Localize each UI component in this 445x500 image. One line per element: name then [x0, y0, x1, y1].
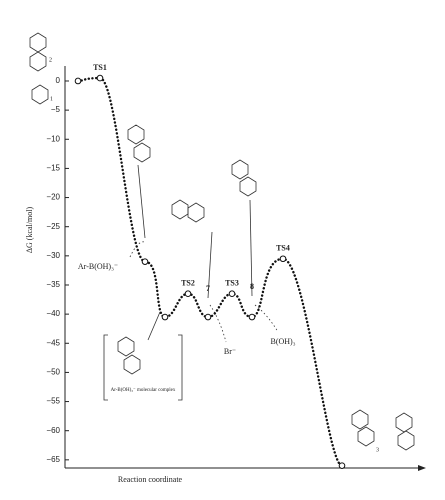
y-tick-label: −10 [46, 134, 60, 143]
annotation: 2 [49, 57, 52, 63]
stationary-point [184, 290, 192, 298]
stationary-point [279, 255, 287, 263]
point-label: 7 [206, 284, 210, 293]
energy-profile [76, 76, 344, 467]
annotation: Ar-B(OH)₃⁻ molecular complex [111, 388, 176, 393]
y-tick-label: −50 [46, 368, 60, 377]
annotation: Ar-B(OH)₃⁻ [78, 262, 118, 271]
y-tick-label: −5 [51, 105, 61, 114]
y-tick-label: −40 [46, 309, 60, 318]
point-label: TS4 [276, 244, 290, 253]
stationary-point [96, 74, 104, 82]
x-axis-arrow [418, 465, 426, 471]
annotation: B(OH)₃ [270, 337, 295, 346]
y-tick-label: −15 [46, 164, 60, 173]
annotation: Br⁻ [224, 347, 236, 356]
y-tick-label: 0 [56, 76, 61, 85]
y-tick-label: −45 [46, 338, 60, 347]
y-tick-label: −25 [46, 222, 60, 231]
point-label: TS1 [93, 63, 107, 72]
stationary-point [204, 313, 212, 321]
y-tick-label: −30 [46, 251, 60, 260]
y-axis-label: ΔG (kcal/mol) [25, 207, 34, 254]
stationary-point [338, 462, 346, 469]
stationary-point [228, 290, 236, 298]
point-label: TS2 [181, 279, 195, 288]
stationary-point [248, 313, 256, 321]
y-tick-label: −55 [46, 397, 60, 406]
annotation: 3 [376, 447, 379, 453]
stationary-point [141, 258, 149, 265]
x-axis-label: Reaction coordinate [118, 475, 183, 484]
y-tick-label: −20 [46, 193, 60, 202]
y-tick-label: −60 [46, 426, 60, 435]
point-label: 8 [250, 282, 254, 291]
y-tick-label: −35 [46, 280, 60, 289]
y-tick-label: −65 [46, 455, 60, 464]
annotation: 1 [50, 96, 53, 102]
stationary-point [161, 313, 169, 321]
point-label: TS3 [225, 279, 239, 288]
stationary-point [74, 77, 82, 85]
molecule-sketches [29, 32, 415, 451]
